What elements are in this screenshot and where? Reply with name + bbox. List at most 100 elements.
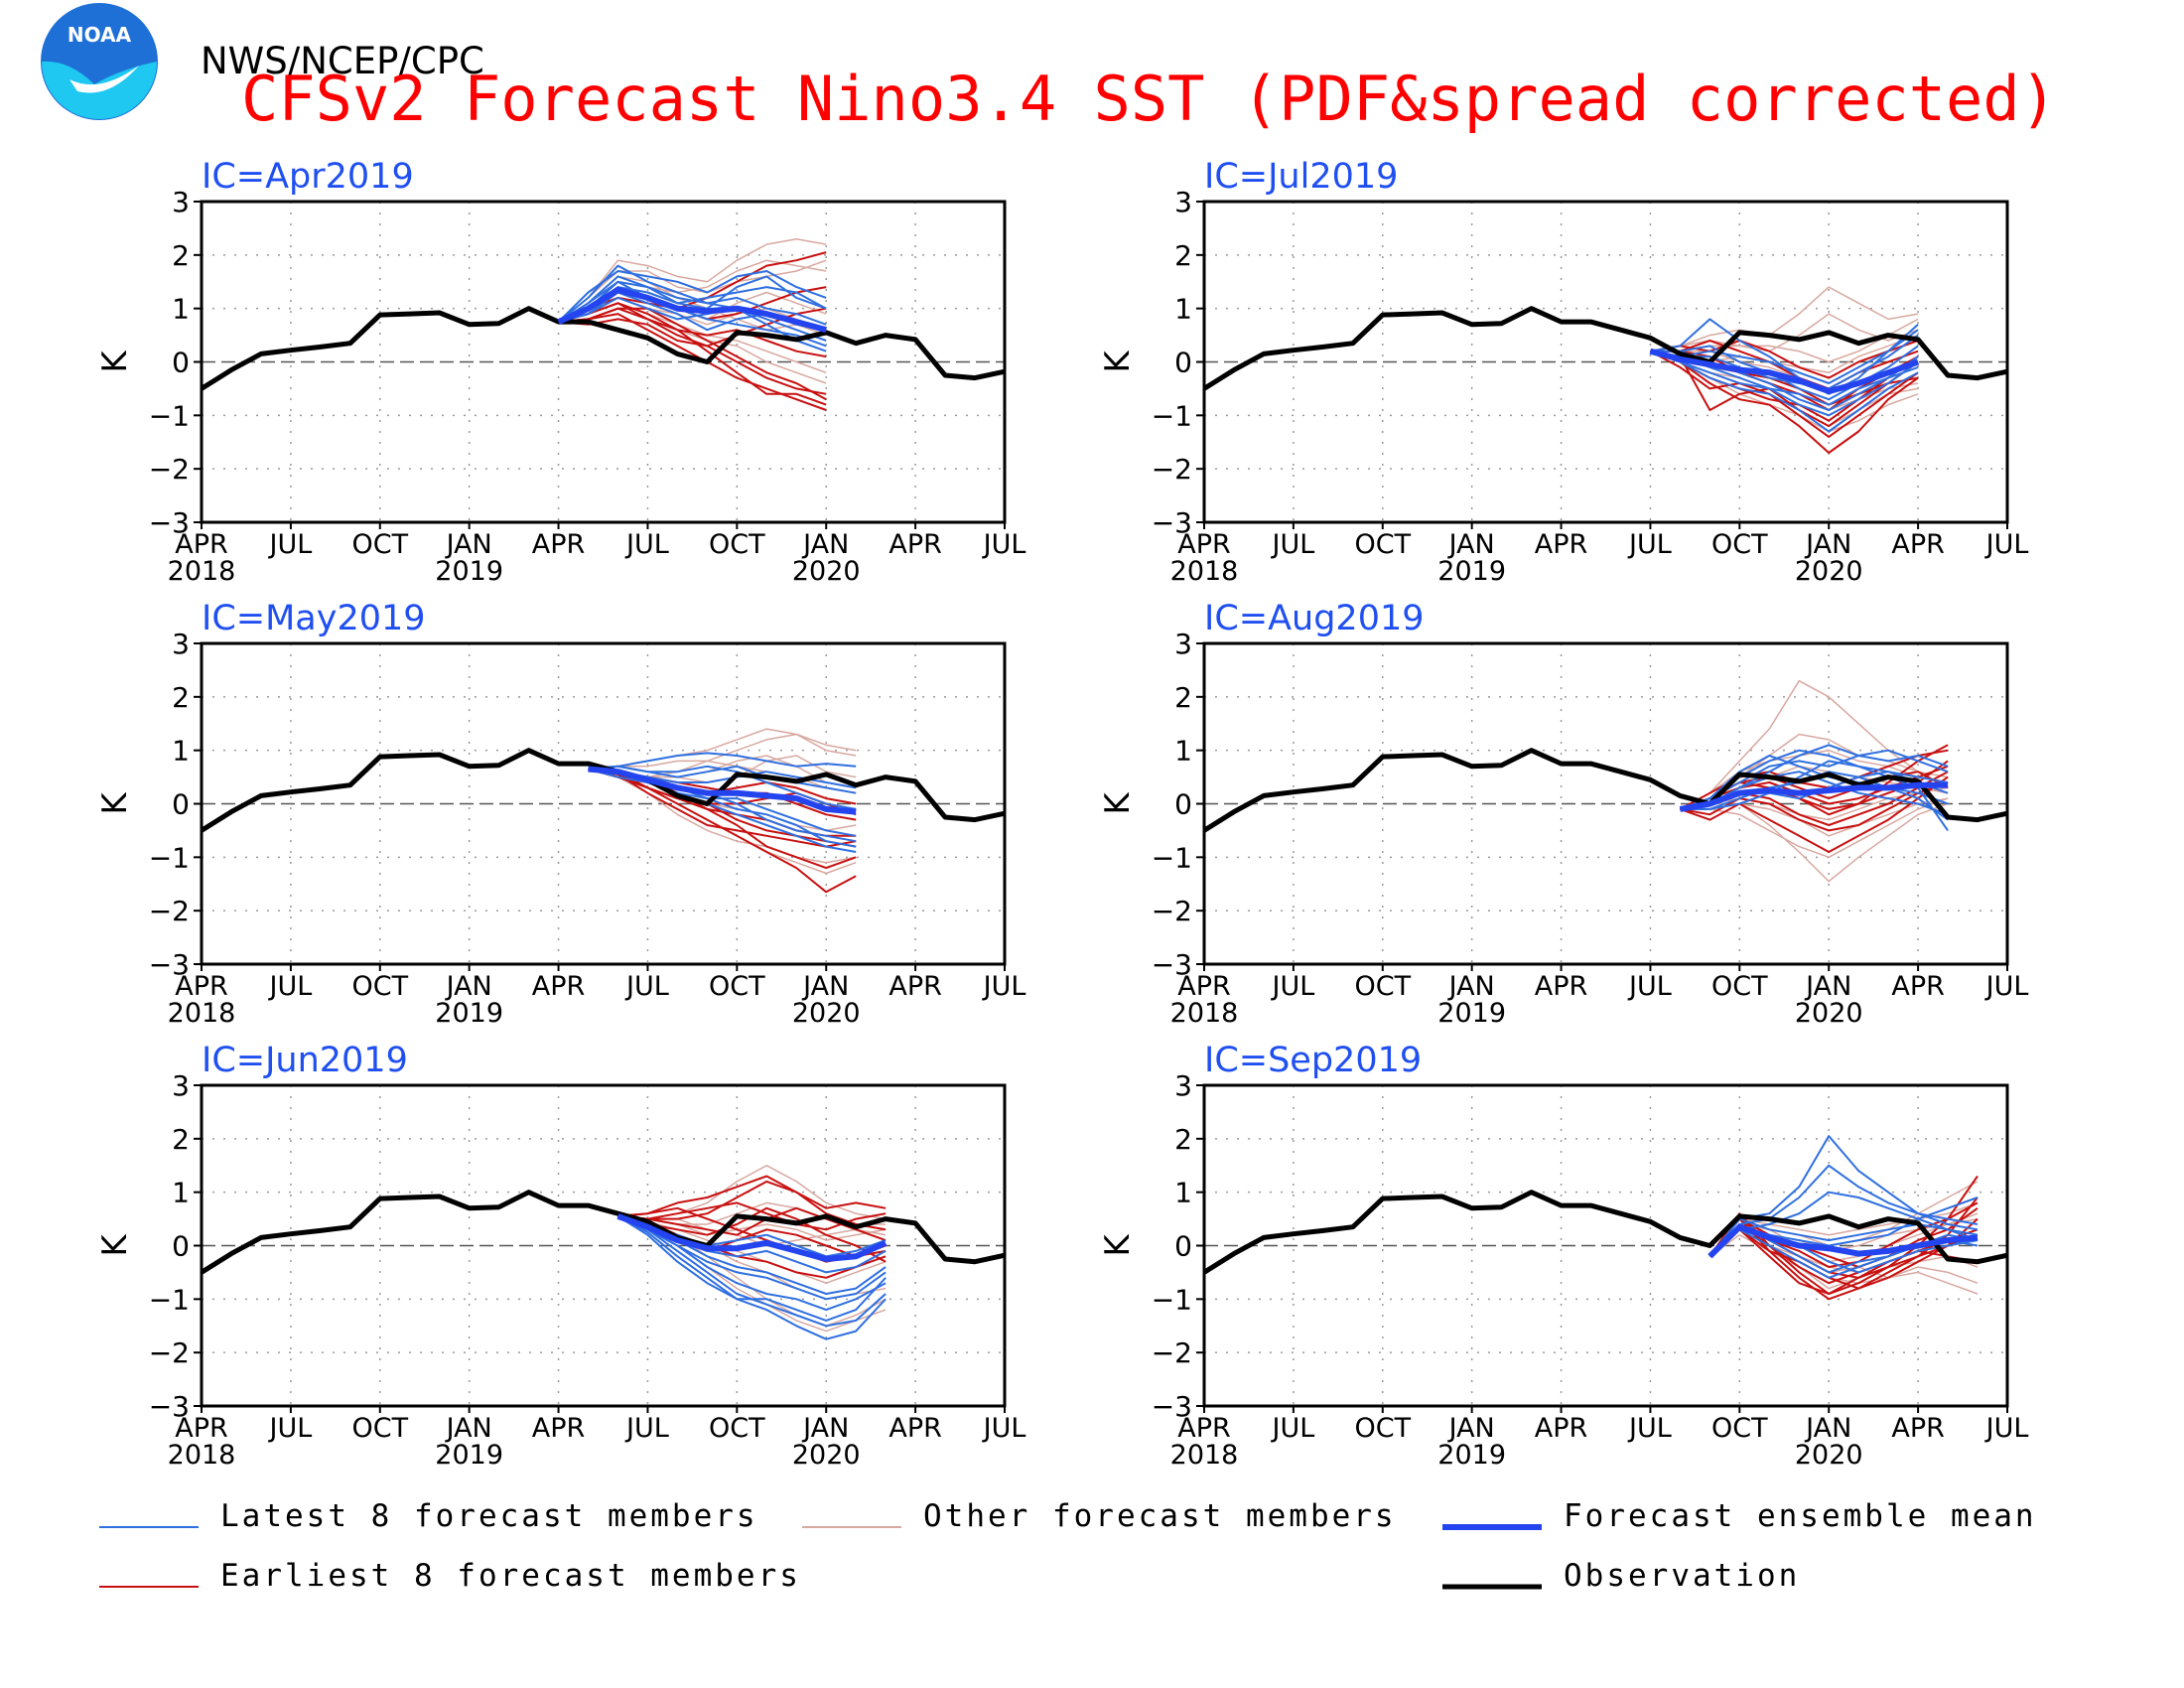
x-tick-month: JUL: [1984, 1413, 2029, 1444]
x-tick-month: JUL: [267, 971, 312, 1002]
earliest-member-line: [1649, 350, 1919, 438]
y-tick-label: −1: [149, 841, 190, 874]
y-tick-label: 1: [172, 293, 190, 326]
x-tick-month: JUL: [1270, 529, 1314, 560]
y-tick-label: 2: [1174, 239, 1192, 272]
latest-member-line: [1650, 329, 1919, 384]
panel-ic-label: IC=Apr2019: [202, 157, 414, 197]
y-tick-label: −2: [149, 453, 190, 486]
earliest-member-line: [617, 1180, 887, 1220]
y-tick-label: 3: [172, 186, 190, 218]
y-tick-label: −1: [1152, 841, 1192, 874]
ensemble-mean-line: [557, 286, 827, 334]
other-member-line: [558, 237, 827, 323]
x-tick-month: APR: [1177, 1413, 1231, 1444]
x-tick-month: JUL: [982, 529, 1026, 560]
x-tick-year: 2019: [435, 998, 503, 1029]
x-tick-year: 2019: [1437, 556, 1506, 587]
x-tick-month: JAN: [1447, 971, 1495, 1002]
earliest-member-line: [1650, 350, 1919, 428]
x-tick-month: OCT: [709, 529, 765, 560]
latest-member-line: [557, 270, 827, 323]
y-tick-label: −3: [149, 948, 190, 981]
x-tick-month: JUL: [1627, 529, 1672, 560]
latest-member-line: [1680, 755, 1949, 821]
observation-line: [200, 1190, 1006, 1275]
latest-member-line: [1708, 1164, 1979, 1257]
y-axis: 3 2 1 0 −1 −2 −3 K: [1098, 1069, 1204, 1423]
other-member-line: [558, 259, 827, 323]
legend-label-other: Other forecast members: [923, 1498, 1397, 1534]
y-axis-label: K: [95, 1233, 135, 1257]
x-tick-year: 2018: [168, 998, 236, 1029]
latest-member-line: [616, 1215, 887, 1340]
x-tick-month: OCT: [351, 971, 408, 1002]
y-tick-label: −2: [149, 895, 190, 927]
y-axis: 3 2 1 0 −1 −2 −3 K: [95, 628, 202, 981]
latest-member-line: [558, 280, 827, 352]
x-tick-month: JUL: [1270, 971, 1314, 1002]
x-tick-year: 2020: [1795, 556, 1863, 587]
latest-member-line: [1708, 1217, 1979, 1257]
y-tick-label: 3: [1174, 1069, 1192, 1102]
x-tick-year: 2019: [435, 1440, 503, 1471]
y-axis: 3 2 1 0 −1 −2 −3 K: [1098, 628, 1204, 981]
latest-member-line: [588, 765, 857, 810]
observation-line: [1202, 306, 2008, 391]
observation-line: [1202, 1190, 2008, 1275]
y-tick-label: 2: [1174, 681, 1192, 714]
x-tick-year: 2019: [435, 556, 503, 587]
y-tick-label: −3: [149, 1390, 190, 1423]
y-tick-label: 0: [1174, 788, 1192, 821]
y-tick-label: 2: [172, 1123, 190, 1156]
y-tick-label: −2: [149, 1336, 190, 1369]
observation-line: [200, 306, 1006, 391]
x-tick-month: JUL: [1984, 971, 2029, 1002]
latest-member-line: [617, 1215, 887, 1322]
earliest-member-line: [1650, 350, 1919, 454]
x-tick-month: JUL: [624, 1413, 669, 1444]
x-tick-month: APR: [1891, 971, 1945, 1002]
grid: [202, 1085, 1005, 1406]
x-tick-month: JAN: [801, 971, 849, 1002]
other-member-line: [617, 1215, 887, 1284]
x-tick-month: OCT: [1711, 1413, 1768, 1444]
ensemble-mean-line: [1649, 348, 1920, 395]
x-tick-month: APR: [1891, 1413, 1945, 1444]
x-tick-month: APR: [888, 1413, 942, 1444]
y-tick-label: −3: [1152, 506, 1192, 539]
series-lines: [200, 1165, 1006, 1340]
x-tick-month: APR: [1177, 529, 1231, 560]
panel-ic-label: IC=Sep2019: [1204, 1041, 1422, 1080]
ensemble-mean-line: [1679, 781, 1949, 812]
y-tick-label: 3: [172, 628, 190, 660]
ensemble-mean-line: [1707, 1223, 1979, 1259]
y-axis: 3 2 1 0 −1 −2 −3 K: [95, 186, 202, 539]
y-tick-label: 0: [172, 347, 190, 379]
x-tick-month: JUL: [267, 1413, 312, 1444]
y-tick-label: −2: [1152, 453, 1192, 486]
legend: Latest 8 forecast members Other forecast…: [99, 1498, 2037, 1594]
y-tick-label: 1: [172, 1177, 190, 1209]
x-tick-month: APR: [888, 529, 942, 560]
series-lines: [1202, 1135, 2008, 1301]
legend-label-ensemble-mean: Forecast ensemble mean: [1564, 1498, 2037, 1534]
x-tick-month: JUL: [624, 529, 669, 560]
y-tick-label: 0: [172, 1230, 190, 1263]
earliest-member-line: [1650, 340, 1919, 390]
x-tick-month: JAN: [801, 1413, 849, 1444]
x-tick-year: 2020: [792, 1440, 861, 1471]
x-tick-month: JUL: [982, 971, 1026, 1002]
other-member-line: [588, 768, 857, 864]
grid: [202, 643, 1005, 964]
earliest-member-line: [1680, 775, 1949, 853]
y-tick-label: −2: [1152, 1336, 1192, 1369]
y-tick-label: 1: [1174, 1177, 1192, 1209]
